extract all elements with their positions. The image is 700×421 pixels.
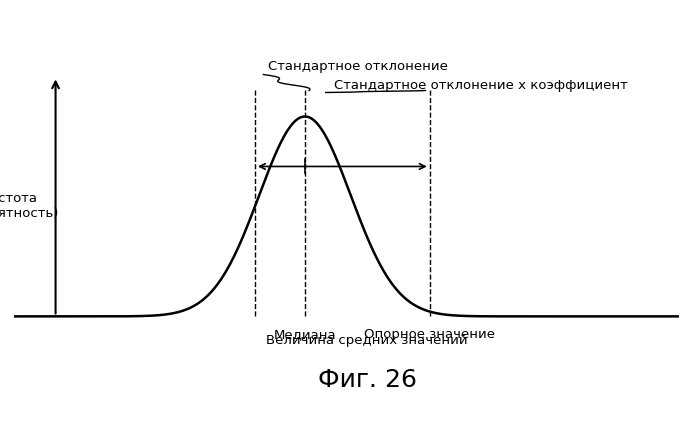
Text: Фиг. 26: Фиг. 26 [318, 368, 416, 392]
Text: Величина средних значений: Величина средних значений [267, 334, 468, 347]
Text: Стандартное отклонение: Стандартное отклонение [267, 59, 447, 72]
Text: Частота
(вероятность): Частота (вероятность) [0, 192, 59, 221]
Text: Стандартное отклонение х коэффициент: Стандартное отклонение х коэффициент [334, 80, 628, 93]
Text: Опорное значение: Опорное значение [364, 328, 495, 341]
Text: Медиана: Медиана [274, 328, 336, 341]
